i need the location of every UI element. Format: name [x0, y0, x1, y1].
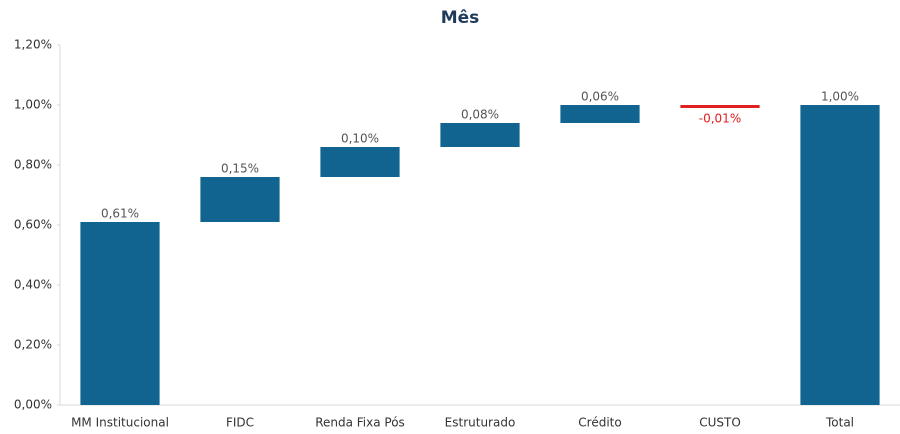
x-tick-label: Estruturado	[445, 416, 516, 430]
y-tick-label: 0,40%	[14, 278, 52, 292]
y-tick-label: 0,20%	[14, 338, 52, 352]
bar	[560, 105, 640, 123]
x-tick-label: CUSTO	[699, 416, 741, 430]
y-tick-label: 1,00%	[14, 98, 52, 112]
value-label: 1,00%	[821, 90, 859, 104]
value-label: 0,10%	[341, 132, 379, 146]
value-label: 0,08%	[461, 108, 499, 122]
bar	[800, 105, 880, 405]
x-tick-label: MM Institucional	[71, 416, 169, 430]
bar	[80, 222, 160, 405]
chart-title: Mês	[441, 8, 480, 28]
y-tick-label: 0,60%	[14, 218, 52, 232]
bar	[680, 105, 760, 108]
y-tick-label: 0,80%	[14, 158, 52, 172]
x-tick-label: Total	[825, 416, 854, 430]
x-tick-label: Crédito	[578, 416, 621, 430]
y-tick-label: 1,20%	[14, 38, 52, 52]
x-tick-label: FIDC	[226, 416, 254, 430]
value-label: 0,15%	[221, 162, 259, 176]
x-tick-label: Renda Fixa Pós	[315, 416, 405, 430]
y-tick-label: 0,00%	[14, 398, 52, 412]
bar	[320, 147, 400, 177]
bar	[440, 123, 520, 147]
value-label: 0,06%	[581, 90, 619, 104]
bar	[200, 177, 280, 222]
value-label: -0,01%	[699, 112, 741, 126]
value-label: 0,61%	[101, 207, 139, 221]
